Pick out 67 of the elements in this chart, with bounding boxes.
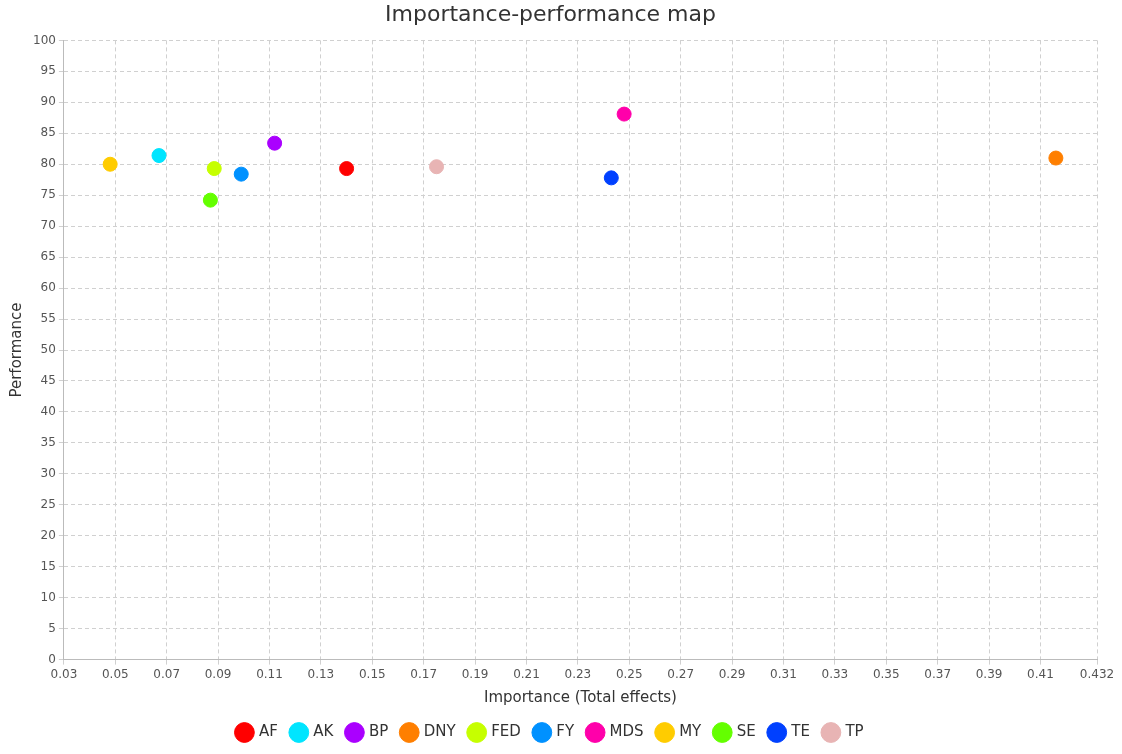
x-tick-label: 0.432 (1079, 666, 1115, 681)
x-tick-label: 0.15 (358, 666, 386, 681)
point (429, 159, 445, 175)
point (1048, 150, 1064, 166)
point (206, 161, 222, 177)
x-tick-label: 0.05 (101, 666, 129, 681)
y-tick-label: 25 (40, 496, 56, 511)
x-tick-label: 0.31 (770, 666, 797, 681)
y-tick-label: 0 (48, 651, 56, 666)
y-tick-label: 70 (40, 218, 56, 233)
y-tick-label: 40 (40, 404, 56, 419)
legend-label: AF (258, 722, 278, 741)
x-tick-label: 0.13 (307, 666, 335, 681)
x-tick-label: 0.33 (821, 666, 849, 681)
y-tick-label: 95 (40, 63, 56, 78)
point (202, 192, 218, 208)
y-tick-label: 15 (40, 558, 56, 573)
point (233, 166, 249, 182)
x-tick-label: 0.27 (667, 666, 695, 681)
legend-label: MY (679, 722, 703, 741)
legend-label: FED (491, 722, 521, 741)
x-tick-label: 0.07 (153, 666, 181, 681)
y-tick-label: 75 (40, 187, 56, 202)
y-tick-label: 20 (40, 527, 56, 542)
point (267, 135, 283, 151)
point (102, 156, 118, 172)
legend-label: BP (368, 722, 389, 741)
x-tick-label: 0.41 (1027, 666, 1054, 681)
y-tick-label: 35 (40, 435, 56, 450)
x-tick-label: 0.03 (50, 666, 78, 681)
legend-label: MDS (609, 722, 644, 741)
point (339, 161, 355, 177)
y-tick-label: 60 (40, 280, 56, 295)
y-tick-label: 85 (40, 125, 56, 140)
x-tick-label: 0.35 (872, 666, 900, 681)
x-tick-label: 0.11 (256, 666, 283, 681)
x-tick-label: 0.17 (410, 666, 438, 681)
y-tick-label: 45 (40, 373, 56, 388)
y-tick-label: 100 (33, 32, 56, 47)
y-tick-label: 30 (40, 465, 56, 480)
x-tick-label: 0.29 (718, 666, 746, 681)
point (603, 170, 619, 186)
legend-label: DNY (423, 722, 457, 741)
x-tick-label: 0.39 (975, 666, 1003, 681)
legend-label: TP (844, 722, 864, 741)
legend-label: TE (790, 722, 810, 741)
point (151, 148, 167, 164)
x-tick-label: 0.37 (924, 666, 952, 681)
legend-label: AK (313, 722, 335, 741)
x-tick-label: 0.09 (204, 666, 232, 681)
legend-label: FY (556, 722, 575, 741)
x-tick-label: 0.25 (615, 666, 643, 681)
x-axis-title: Importance (Total effects) (483, 687, 677, 706)
x-tick-label: 0.23 (564, 666, 592, 681)
y-tick-label: 65 (40, 249, 56, 264)
y-tick-label: 5 (48, 620, 56, 635)
legend-label: SE (736, 722, 756, 741)
point (616, 106, 632, 122)
y-tick-label: 10 (40, 589, 56, 604)
chart-title: Importance-performance map (385, 0, 716, 26)
y-tick-label: 50 (40, 342, 56, 357)
x-tick-label: 0.21 (513, 666, 540, 681)
x-tick-label: 0.19 (461, 666, 489, 681)
y-tick-label: 55 (40, 311, 56, 326)
y-tick-label: 90 (40, 94, 56, 109)
y-axis-title: Performance (6, 302, 25, 398)
y-tick-label: 80 (40, 156, 56, 171)
